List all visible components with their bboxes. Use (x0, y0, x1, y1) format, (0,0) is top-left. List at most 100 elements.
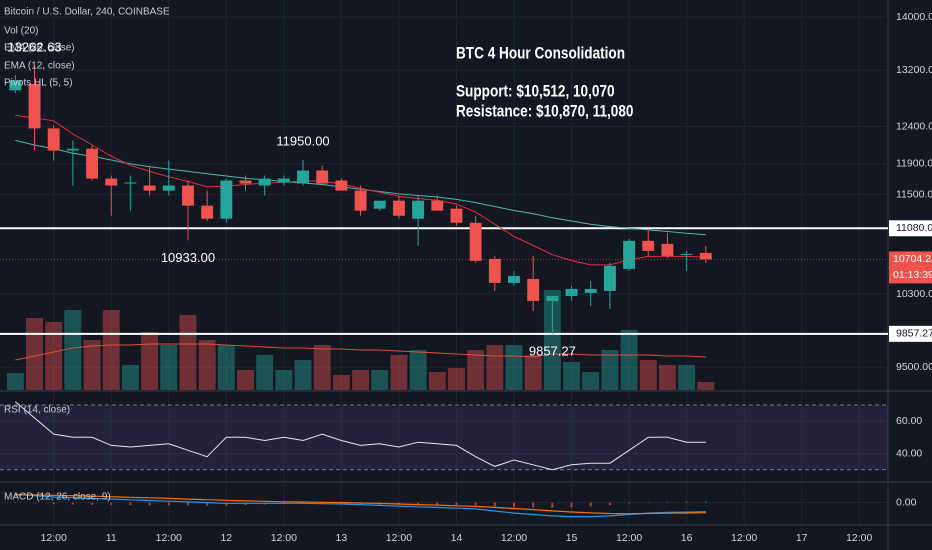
candle-body (86, 148, 99, 179)
candle-body (335, 180, 348, 191)
level-axis-box (889, 325, 932, 342)
volume-bar (102, 310, 120, 390)
macd-histogram-bar (513, 502, 516, 508)
volume-bar (352, 370, 370, 390)
macd-histogram-bar (455, 502, 458, 505)
x-tick-label: 12:00 (731, 532, 757, 544)
countdown-label: 01:13:39 (893, 269, 932, 281)
macd-histogram-bar (340, 502, 343, 504)
candle-body (623, 240, 636, 269)
level-axis-box (889, 220, 932, 237)
macd-histogram-bar (225, 502, 228, 506)
macd-histogram-bar (589, 502, 592, 507)
candle-body (297, 170, 309, 184)
candle-body (220, 180, 233, 219)
pivot-label: 11950.00 (276, 133, 329, 148)
x-tick-label: 12:00 (846, 532, 872, 544)
y-tick-label: 10300.00 (896, 288, 932, 300)
rsi-line (14, 401, 706, 471)
macd-histogram-bar (167, 502, 170, 506)
last-price-label: 10704.24 (893, 253, 932, 265)
macd-histogram-bar (436, 502, 439, 505)
x-tick-label: 17 (796, 532, 808, 544)
pivot-label: 9857.27 (529, 343, 576, 358)
candle-body (680, 253, 693, 255)
candle-body (546, 295, 559, 301)
volume-bar (582, 372, 600, 390)
candle-body (143, 185, 156, 191)
candle-body (584, 288, 597, 293)
indicator-label: Pivots HL (5, 5) (4, 78, 73, 89)
x-tick-label: 15 (566, 532, 578, 544)
candle-body (239, 180, 252, 184)
rsi-tick-label: 40.00 (896, 447, 922, 459)
volume-bar (697, 382, 715, 390)
volume-bar (64, 310, 82, 390)
volume-bar (371, 370, 389, 390)
candle-body (699, 252, 712, 260)
candle-body (603, 265, 616, 291)
volume-bar (601, 350, 619, 390)
candle-body (277, 178, 290, 183)
macd-histogram-bar (129, 502, 132, 506)
volume-bar (237, 370, 254, 390)
macd-histogram-bar (110, 502, 113, 505)
y-tick-label: 14000.00 (896, 11, 932, 23)
pivot-label: 10933.00 (161, 250, 215, 265)
candle-body (450, 208, 463, 223)
candle-body (316, 170, 329, 184)
x-tick-label: 12:00 (156, 532, 182, 544)
macd-histogram-bar (608, 502, 611, 505)
volume-bar (639, 360, 657, 390)
rsi-tick-label: 60.00 (896, 415, 922, 427)
volume-bar (45, 322, 63, 390)
candle-body (565, 288, 578, 296)
candle-body (124, 182, 137, 184)
candle-body (412, 200, 425, 219)
annotation-block: BTC 4 Hour Consolidation Support: $10,51… (456, 44, 633, 121)
macd-histogram-bar (685, 501, 688, 503)
volume-bar (141, 332, 159, 390)
candle-body (527, 278, 540, 301)
candle-body (392, 200, 405, 216)
plot-area (0, 65, 888, 518)
macd-line (15, 493, 706, 518)
y-tick-label: 12400.00 (896, 120, 932, 132)
y-tick-label: 11900.00 (896, 158, 932, 170)
symbol-header: Bitcoin / U.S. Dollar, 240, COINBASE (4, 7, 170, 18)
rsi-band-fill (0, 404, 888, 470)
indicator-label: Vol (20) (4, 26, 38, 37)
macd-histogram-bar (666, 501, 669, 503)
macd-histogram-bar (91, 502, 94, 505)
volume-bar (217, 345, 235, 390)
indicator-label: EMA (12, close) (4, 61, 75, 72)
candle-body (373, 200, 386, 209)
macd-histogram-bar (551, 502, 554, 508)
x-tick-label: 14 (451, 532, 463, 544)
macd-signal-line (15, 494, 706, 515)
volume-bar (294, 360, 312, 390)
macd-histogram-bar (570, 502, 573, 508)
volume-bar (6, 373, 24, 390)
volume-bar (390, 355, 408, 390)
candle-body (9, 80, 22, 91)
candle-body (431, 200, 444, 211)
macd-histogram-bar (628, 502, 631, 504)
macd-histogram-bar (493, 502, 496, 507)
volume-bar (486, 345, 504, 390)
macd-histogram-bar (704, 501, 707, 503)
volume-bar (448, 368, 465, 390)
macd-histogram-bar (532, 502, 535, 508)
macd-histogram-bar (14, 501, 17, 503)
volume-bar (620, 330, 638, 390)
volume-bar (563, 362, 580, 390)
macd-histogram-bar (148, 502, 151, 506)
x-tick-label: 12:00 (616, 532, 642, 544)
candle-body (162, 185, 175, 191)
y-tick-label: 13200.00 (896, 64, 932, 76)
volume-bar (678, 365, 696, 390)
macd-histogram-bar (52, 502, 55, 505)
candle-body (66, 148, 79, 151)
